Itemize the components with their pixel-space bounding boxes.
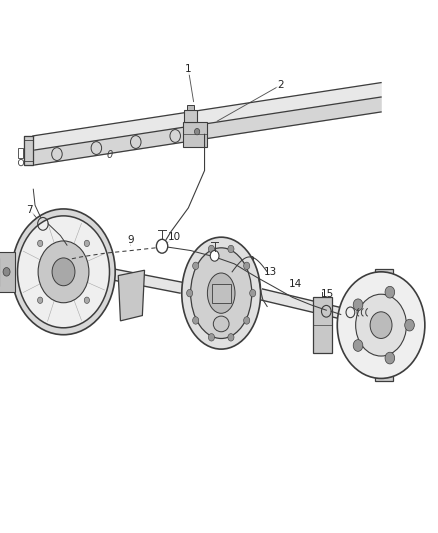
Circle shape xyxy=(193,317,199,324)
Text: 10: 10 xyxy=(168,232,181,242)
Circle shape xyxy=(385,352,395,364)
Ellipse shape xyxy=(208,273,235,313)
Text: 7: 7 xyxy=(26,205,33,215)
Circle shape xyxy=(370,312,392,338)
Circle shape xyxy=(210,251,219,261)
Text: 12: 12 xyxy=(243,256,256,266)
Circle shape xyxy=(18,216,109,328)
Circle shape xyxy=(353,299,363,311)
Circle shape xyxy=(250,289,256,297)
Circle shape xyxy=(244,317,250,324)
Text: 0: 0 xyxy=(106,150,113,159)
Text: 14: 14 xyxy=(289,279,302,288)
Text: 1: 1 xyxy=(185,64,192,74)
Circle shape xyxy=(194,128,200,135)
Circle shape xyxy=(208,245,215,253)
Circle shape xyxy=(38,241,89,303)
Circle shape xyxy=(3,268,10,276)
Circle shape xyxy=(52,258,75,286)
Bar xyxy=(183,122,207,147)
Circle shape xyxy=(156,239,168,253)
Circle shape xyxy=(244,262,250,270)
Bar xyxy=(187,105,194,110)
Text: 8: 8 xyxy=(97,235,104,245)
Circle shape xyxy=(228,334,234,341)
Bar xyxy=(18,148,23,158)
Bar xyxy=(0,252,15,292)
Text: 11: 11 xyxy=(207,241,220,251)
Text: 16: 16 xyxy=(349,296,362,306)
Polygon shape xyxy=(24,136,33,165)
Circle shape xyxy=(84,240,89,247)
Text: 2: 2 xyxy=(277,80,284,90)
Bar xyxy=(184,110,197,122)
Circle shape xyxy=(353,340,363,351)
Circle shape xyxy=(38,240,43,247)
Ellipse shape xyxy=(213,316,229,332)
Bar xyxy=(313,297,332,353)
Circle shape xyxy=(356,294,406,356)
Bar xyxy=(212,284,231,303)
Ellipse shape xyxy=(191,248,252,338)
Circle shape xyxy=(228,245,234,253)
Text: 13: 13 xyxy=(264,267,277,277)
Polygon shape xyxy=(118,270,145,321)
Ellipse shape xyxy=(182,237,261,349)
Text: 15: 15 xyxy=(321,289,334,299)
Circle shape xyxy=(385,286,395,298)
Polygon shape xyxy=(33,83,381,150)
Circle shape xyxy=(193,262,199,270)
Polygon shape xyxy=(33,97,381,165)
Circle shape xyxy=(337,272,425,378)
Circle shape xyxy=(84,297,89,303)
Circle shape xyxy=(208,334,215,341)
Bar xyxy=(375,269,393,381)
Circle shape xyxy=(187,289,193,297)
Circle shape xyxy=(12,209,115,335)
Circle shape xyxy=(38,297,43,303)
Circle shape xyxy=(405,319,414,331)
Text: 9: 9 xyxy=(127,235,134,245)
